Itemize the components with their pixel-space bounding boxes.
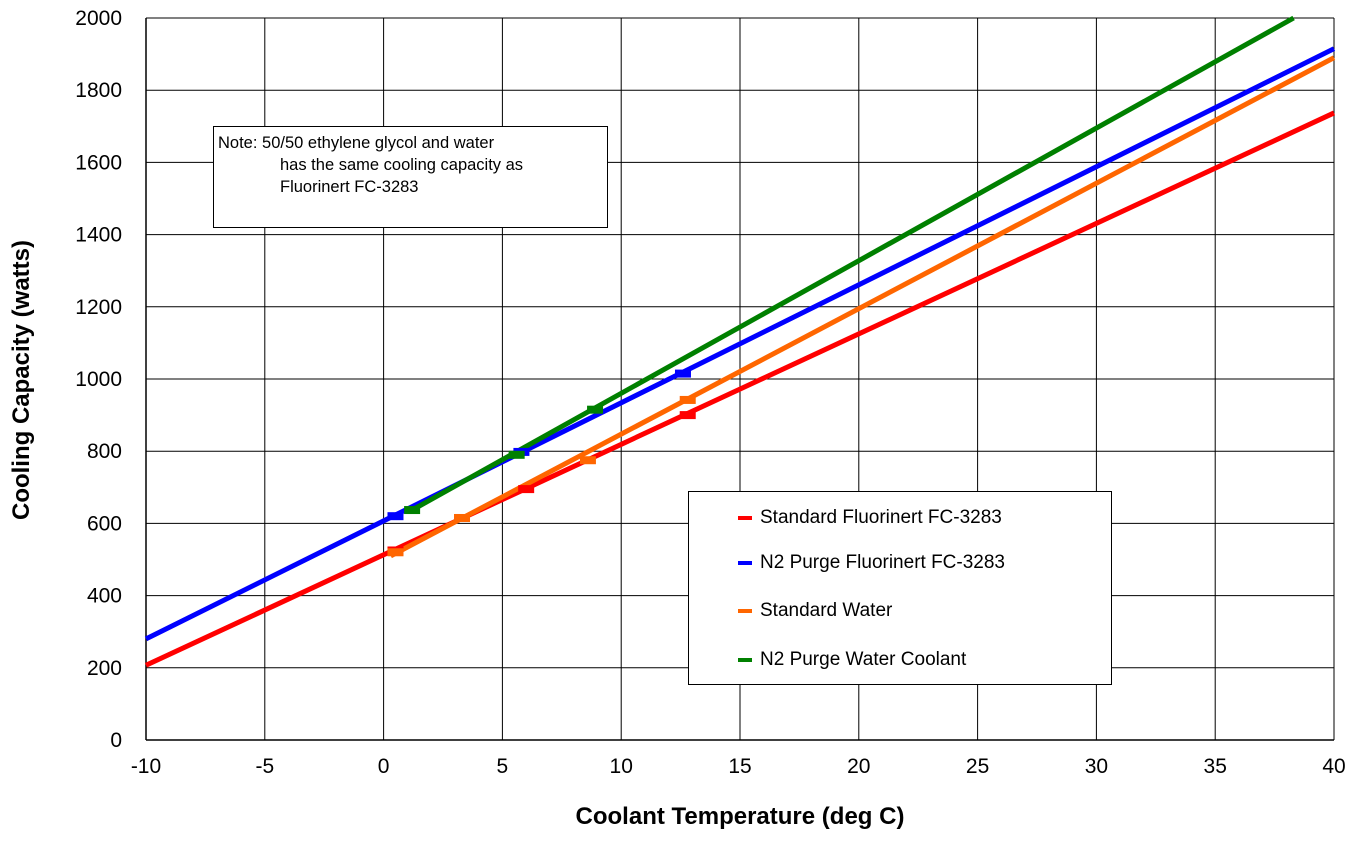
- note-box: Note: 50/50 ethylene glycol and water ha…: [213, 126, 608, 228]
- x-tick-label: 25: [966, 755, 989, 778]
- y-tick-label: 2000: [75, 7, 122, 30]
- series-line: [144, 46, 1336, 642]
- data-point: [674, 369, 691, 378]
- x-tick-label: 20: [847, 755, 870, 778]
- legend-item-n2-purge-water: N2 Purge Water Coolant: [738, 648, 966, 672]
- legend-label: N2 Purge Fluorinert FC-3283: [760, 552, 1005, 573]
- data-point: [454, 513, 471, 522]
- data-point: [579, 456, 596, 465]
- note-line-2: has the same cooling capacity as: [280, 156, 524, 174]
- data-point: [387, 548, 404, 557]
- data-point: [679, 411, 696, 420]
- note-line-1: Note: 50/50 ethylene glycol and water: [218, 134, 495, 152]
- series-line: [389, 55, 1336, 559]
- x-tick-label: 15: [728, 755, 751, 778]
- y-tick-labels: 0 200 400 600 800 1000 1200 1400 1600 1800 2000: [75, 7, 122, 752]
- series-lines: [144, 15, 1336, 668]
- series-points: [387, 369, 696, 557]
- y-tick-label: 0: [110, 729, 122, 752]
- x-tick-label: 10: [610, 755, 633, 778]
- legend-label: Standard Water: [760, 600, 893, 621]
- legend: Standard Fluorinert FC-3283 N2 Purge Flu…: [688, 491, 1112, 685]
- x-tick-label: -5: [255, 755, 274, 778]
- data-point: [679, 395, 696, 404]
- series-line: [144, 110, 1336, 668]
- y-tick-label: 800: [87, 440, 122, 463]
- legend-item-n2-purge-fluorinert: N2 Purge Fluorinert FC-3283: [738, 551, 1005, 575]
- legend-item-standard-water: Standard Water: [738, 599, 892, 623]
- x-tick-label: -10: [131, 755, 161, 778]
- data-point: [518, 485, 535, 494]
- data-point: [404, 506, 421, 515]
- y-tick-label: 1000: [75, 368, 122, 391]
- y-axis-title: Cooling Capacity (watts): [8, 240, 35, 520]
- x-tick-labels: -10 -5 0 5 10 15 20 25 30 35 40: [131, 755, 1346, 778]
- note-line-3: Fluorinert FC-3283: [280, 178, 419, 196]
- legend-swatch: [738, 609, 752, 613]
- legend-swatch: [738, 658, 752, 662]
- y-tick-label: 600: [87, 512, 122, 535]
- y-tick-label: 400: [87, 585, 122, 608]
- x-axis-title: Coolant Temperature (deg C): [576, 803, 905, 830]
- data-point: [387, 512, 404, 521]
- y-tick-label: 1600: [75, 151, 122, 174]
- x-tick-label: 35: [1204, 755, 1227, 778]
- legend-label: Standard Fluorinert FC-3283: [760, 507, 1002, 528]
- x-tick-label: 0: [378, 755, 390, 778]
- y-tick-label: 1400: [75, 224, 122, 247]
- legend-label: N2 Purge Water Coolant: [760, 649, 967, 670]
- legend-item-standard-fluorinert: Standard Fluorinert FC-3283: [738, 506, 1002, 530]
- legend-swatch: [738, 516, 752, 520]
- x-tick-label: 5: [497, 755, 509, 778]
- y-tick-label: 1800: [75, 79, 122, 102]
- data-point: [508, 450, 525, 459]
- series-line: [410, 15, 1295, 513]
- y-tick-label: 200: [87, 657, 122, 680]
- data-point: [587, 405, 604, 414]
- x-tick-label: 30: [1085, 755, 1108, 778]
- y-tick-label: 1200: [75, 296, 122, 319]
- x-tick-label: 40: [1322, 755, 1345, 778]
- legend-swatch: [738, 561, 752, 565]
